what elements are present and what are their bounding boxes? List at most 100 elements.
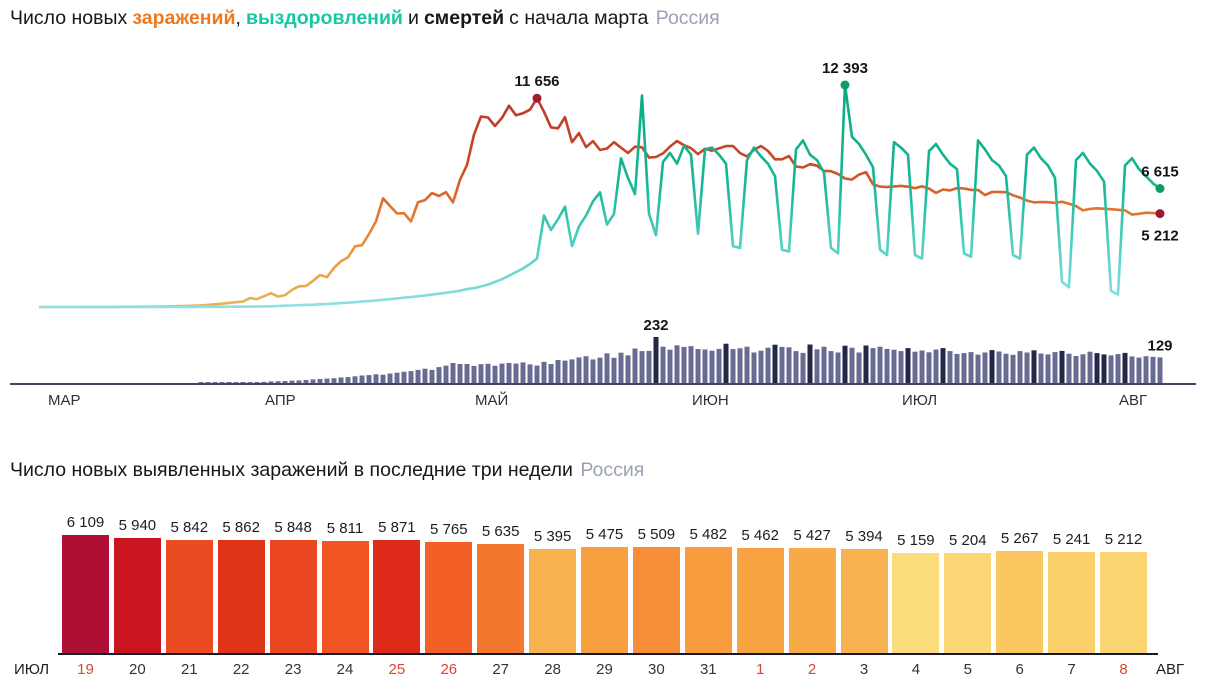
deaths-bar[interactable] bbox=[520, 362, 526, 383]
top-chart[interactable]: МАР АПР МАЙ ИЮН ИЮЛ АВГ 11 656 5 212 12 393 6 615… bbox=[0, 0, 1205, 420]
deaths-bar[interactable] bbox=[233, 382, 239, 383]
deaths-bar[interactable] bbox=[723, 343, 729, 383]
deaths-bar[interactable] bbox=[1052, 352, 1058, 383]
deaths-bar[interactable] bbox=[401, 371, 407, 383]
recoveries-line[interactable] bbox=[38, 83, 1162, 309]
infection-bar[interactable] bbox=[529, 549, 577, 653]
deaths-bar[interactable] bbox=[527, 364, 533, 383]
deaths-bar[interactable] bbox=[870, 348, 876, 383]
deaths-bar[interactable] bbox=[639, 351, 645, 383]
deaths-bar[interactable] bbox=[387, 373, 393, 384]
infection-bar[interactable] bbox=[62, 535, 109, 653]
deaths-bar[interactable] bbox=[338, 377, 344, 383]
deaths-bar[interactable] bbox=[1094, 353, 1100, 383]
deaths-bar[interactable] bbox=[765, 347, 771, 383]
deaths-bar[interactable] bbox=[912, 351, 918, 383]
deaths-bar[interactable] bbox=[324, 378, 330, 383]
deaths-bar[interactable] bbox=[352, 376, 358, 383]
deaths-bar[interactable] bbox=[730, 349, 736, 383]
infection-bar[interactable] bbox=[736, 548, 784, 653]
deaths-bar[interactable] bbox=[254, 382, 260, 383]
deaths-bar[interactable] bbox=[289, 380, 295, 383]
deaths-bar[interactable] bbox=[1024, 352, 1030, 384]
deaths-bar[interactable] bbox=[471, 365, 477, 383]
deaths-bar[interactable] bbox=[940, 348, 946, 383]
deaths-bar[interactable] bbox=[513, 363, 519, 383]
deaths-bar[interactable] bbox=[597, 357, 603, 383]
deaths-bar[interactable] bbox=[1031, 350, 1037, 383]
deaths-bar[interactable] bbox=[366, 375, 372, 383]
deaths-bar[interactable] bbox=[989, 350, 995, 383]
deaths-bar[interactable] bbox=[478, 364, 484, 383]
deaths-bar[interactable] bbox=[226, 382, 232, 383]
deaths-bar[interactable] bbox=[219, 382, 225, 383]
deaths-bar[interactable] bbox=[464, 364, 470, 383]
deaths-bar[interactable] bbox=[807, 344, 813, 384]
infection-bar[interactable] bbox=[684, 547, 732, 653]
deaths-bar[interactable] bbox=[212, 382, 218, 383]
deaths-bar[interactable] bbox=[786, 347, 792, 383]
deaths-bar[interactable] bbox=[415, 369, 421, 383]
deaths-bar[interactable] bbox=[1129, 356, 1135, 383]
infection-bar[interactable] bbox=[632, 547, 680, 653]
deaths-bar[interactable] bbox=[667, 349, 673, 383]
deaths-bar[interactable] bbox=[1073, 356, 1079, 383]
deaths-bar[interactable] bbox=[541, 361, 547, 383]
deaths-bar[interactable] bbox=[569, 359, 575, 383]
deaths-bar[interactable] bbox=[604, 353, 610, 383]
deaths-bar[interactable] bbox=[891, 349, 897, 383]
deaths-bar[interactable] bbox=[436, 367, 442, 383]
deaths-bar[interactable] bbox=[1157, 357, 1163, 383]
deaths-bar[interactable] bbox=[331, 378, 337, 383]
deaths-bar[interactable] bbox=[1066, 353, 1072, 383]
deaths-bar[interactable] bbox=[779, 346, 785, 383]
deaths-bar[interactable] bbox=[1080, 354, 1086, 384]
deaths-bar[interactable] bbox=[492, 365, 498, 384]
deaths-bar[interactable] bbox=[1038, 353, 1044, 384]
deaths-bar[interactable] bbox=[275, 381, 281, 383]
deaths-bar[interactable] bbox=[772, 344, 778, 383]
deaths-bar[interactable] bbox=[548, 364, 554, 383]
deaths-bar[interactable] bbox=[1010, 354, 1016, 383]
deaths-bar[interactable] bbox=[884, 348, 890, 383]
deaths-bar[interactable] bbox=[380, 374, 386, 383]
infection-bar[interactable] bbox=[1100, 552, 1147, 653]
deaths-bar[interactable] bbox=[919, 350, 925, 384]
infection-bar[interactable] bbox=[373, 540, 421, 653]
deaths-bar[interactable] bbox=[898, 351, 904, 383]
deaths-bar[interactable] bbox=[555, 360, 561, 383]
infection-bar[interactable] bbox=[996, 551, 1044, 653]
deaths-bar[interactable] bbox=[653, 337, 659, 383]
infection-bar[interactable] bbox=[425, 542, 473, 653]
infection-bar[interactable] bbox=[788, 548, 836, 653]
deaths-bar[interactable] bbox=[268, 381, 274, 383]
deaths-bar[interactable] bbox=[618, 352, 624, 383]
deaths-bar[interactable] bbox=[506, 363, 512, 383]
infection-bar[interactable] bbox=[269, 540, 317, 653]
deaths-bar[interactable] bbox=[828, 351, 834, 383]
deaths-bar[interactable] bbox=[849, 347, 855, 383]
deaths-bar[interactable] bbox=[443, 365, 449, 383]
infection-bar[interactable] bbox=[113, 538, 161, 653]
deaths-bar[interactable] bbox=[1150, 356, 1156, 383]
infection-bar[interactable] bbox=[217, 540, 265, 653]
deaths-bar[interactable] bbox=[947, 351, 953, 383]
deaths-bar[interactable] bbox=[303, 380, 309, 383]
deaths-bar[interactable] bbox=[534, 365, 540, 383]
deaths-bar[interactable] bbox=[1143, 356, 1149, 383]
infection-bar[interactable] bbox=[581, 547, 628, 653]
deaths-bar[interactable] bbox=[821, 346, 827, 383]
deaths-bar[interactable] bbox=[681, 346, 687, 383]
deaths-bar[interactable] bbox=[751, 352, 757, 384]
deaths-bar[interactable] bbox=[611, 357, 617, 383]
infection-bar[interactable] bbox=[165, 540, 213, 653]
deaths-bar[interactable] bbox=[758, 350, 764, 383]
deaths-bar[interactable] bbox=[345, 377, 351, 383]
deaths-bar[interactable] bbox=[359, 375, 365, 384]
deaths-bar[interactable] bbox=[1003, 353, 1009, 383]
deaths-bar[interactable] bbox=[1108, 355, 1114, 383]
deaths-bar[interactable] bbox=[499, 363, 505, 383]
deaths-bar[interactable] bbox=[310, 379, 316, 383]
deaths-bar[interactable] bbox=[1101, 354, 1107, 383]
deaths-bar[interactable] bbox=[282, 381, 288, 383]
